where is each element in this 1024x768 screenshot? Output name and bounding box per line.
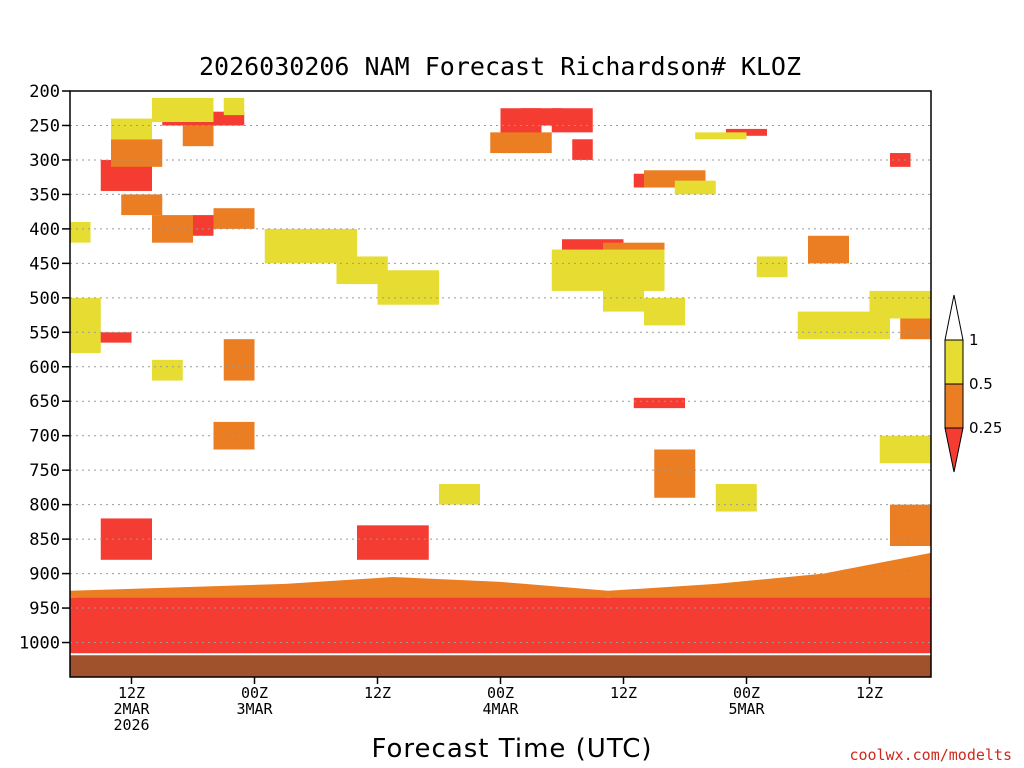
y-tick-label-900: 900 — [29, 565, 60, 585]
y-tick-label-200: 200 — [29, 82, 60, 102]
colorbar-top-arrow — [944, 294, 964, 341]
credit-link[interactable]: coolwx.com/modelts — [849, 746, 1012, 764]
y-tick-label-850: 850 — [29, 530, 60, 550]
ri-patch-2-12 — [890, 153, 911, 167]
ri-patch-4-3 — [111, 118, 152, 140]
ri-patch-2-6 — [572, 139, 593, 160]
x-tick-label-5-0: 00Z — [733, 684, 760, 702]
x-tick-label-5-1: 5MAR — [728, 700, 765, 718]
x-tick-label-1-1: 3MAR — [236, 700, 273, 718]
y-tick-label-800: 800 — [29, 496, 60, 516]
ri-patch-2-2 — [193, 215, 214, 236]
ri-patch-3-4 — [490, 132, 552, 154]
y-tick-label-300: 300 — [29, 151, 60, 171]
ri-patch-2-11 — [633, 397, 685, 409]
ri-patch-4-13 — [869, 290, 931, 319]
colorbar-legend: 1 0.5 0.25 — [944, 294, 1002, 473]
colorbar-label-2: 0.25 — [969, 419, 1002, 437]
heatmap-cells — [70, 97, 931, 677]
colorbar-swatch-red — [944, 427, 964, 473]
ri-patch-4-1 — [152, 97, 214, 123]
ri-patch-4-2 — [223, 97, 245, 116]
ri-patch-4-0 — [70, 297, 101, 353]
ri-patch-3-2 — [213, 208, 255, 229]
ri-patch-4-17 — [70, 221, 91, 243]
y-tick-label-650: 650 — [29, 392, 60, 412]
x-tick-label-3-0: 00Z — [487, 684, 514, 702]
y-tick-label-450: 450 — [29, 254, 60, 274]
x-tick-label-0-2: 2026 — [113, 716, 149, 734]
ri-patch-2-14 — [100, 518, 152, 560]
ri-patch-3-9 — [223, 339, 255, 381]
x-tick-label-3-1: 4MAR — [482, 700, 519, 718]
y-axis: 200 250 300 350 400 450 500 550 600 650 700 750 800 8… — [19, 82, 70, 654]
y-tick-label-700: 700 — [29, 427, 60, 447]
y-tick-label-500: 500 — [29, 289, 60, 309]
x-tick-label-2-0: 12Z — [364, 684, 391, 702]
ri-patch-4-18 — [439, 483, 480, 505]
y-tick-label-250: 250 — [29, 116, 60, 136]
ri-patch-3-14 — [121, 194, 163, 216]
colorbar-swatch-yellow — [944, 339, 964, 385]
ri-patch-2-5 — [551, 108, 593, 133]
y-tick-label-950: 950 — [29, 599, 60, 619]
y-tick-label-550: 550 — [29, 323, 60, 343]
x-tick-label-0-1: 2MAR — [113, 700, 150, 718]
ri-patch-3-13 — [890, 504, 931, 547]
boundary-layer-band-1 — [70, 552, 931, 598]
ri-patch-4-19 — [152, 359, 183, 381]
colorbar-swatch-orange — [944, 383, 964, 429]
ri-patch-4-11 — [756, 256, 788, 278]
chart-title: 2026030206 NAM Forecast Richardson# KLOZ — [199, 52, 801, 81]
ri-patch-4-14 — [377, 270, 439, 305]
ri-patch-3-11 — [654, 449, 696, 498]
y-tick-label-350: 350 — [29, 185, 60, 205]
y-tick-label-750: 750 — [29, 461, 60, 481]
ri-patch-3-1 — [182, 125, 214, 147]
ri-patch-3-0 — [111, 139, 163, 167]
x-tick-label-4-0: 12Z — [610, 684, 637, 702]
x-tick-label-6-0: 12Z — [856, 684, 883, 702]
x-tick-label-1-0: 00Z — [241, 684, 268, 702]
y-tick-label-400: 400 — [29, 220, 60, 240]
boundary-layer-band-0 — [70, 559, 931, 655]
colorbar-label-0: 1 — [969, 331, 979, 349]
ri-patch-4-8 — [644, 297, 685, 326]
ri-patch-4-15 — [715, 483, 757, 512]
colorbar-label-1: 0.5 — [969, 375, 993, 393]
y-tick-label-1000: 1000 — [19, 634, 60, 654]
x-axis-label: Forecast Time (UTC) — [371, 734, 652, 764]
ground-fill — [70, 654, 931, 677]
x-tick-label-0-0: 12Z — [118, 684, 145, 702]
ri-patch-4-16 — [879, 435, 931, 464]
ri-patch-2-15 — [357, 525, 429, 560]
ri-patch-4-9 — [674, 180, 716, 195]
ri-patch-3-7 — [808, 235, 849, 264]
ri-patch-4-10 — [695, 132, 747, 140]
y-tick-label-600: 600 — [29, 358, 60, 378]
